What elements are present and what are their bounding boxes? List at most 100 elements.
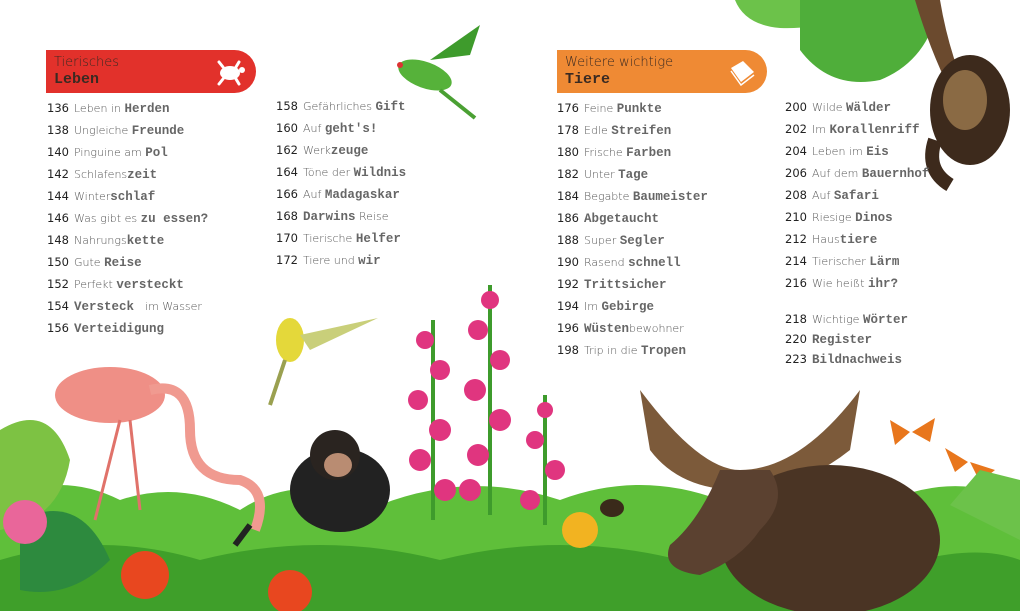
- page-number: 176: [557, 101, 579, 115]
- entry-title-text: Leben in: [74, 102, 125, 115]
- entry-title-text: Ungleiche: [74, 124, 132, 137]
- entry-title: Perfekt versteckt: [74, 277, 184, 292]
- entry-title-emphasis: Punkte: [616, 102, 662, 116]
- entry-title-emphasis: Gift: [375, 100, 406, 114]
- entry-title-emphasis: Tage: [618, 168, 649, 182]
- page-number: 152: [47, 277, 69, 291]
- entry-title: Begabte Baumeister: [584, 189, 708, 204]
- section-title-line1: Tierisches: [54, 55, 120, 70]
- entry-title-emphasis: Wälder: [846, 101, 892, 115]
- entry-title: Trittsicher: [584, 277, 667, 292]
- entry-title-emphasis: Helfer: [355, 232, 401, 246]
- leaf-illustration: [950, 470, 1020, 540]
- entry-title: Bildnachweis: [812, 352, 902, 367]
- entry-title: Pinguine am Pol: [74, 145, 168, 160]
- entry-title-emphasis: Bauernhof: [861, 167, 930, 181]
- entry-title-emphasis: Gebirge: [601, 300, 654, 314]
- entry-title: Leben in Herden: [74, 101, 169, 116]
- page-number: 184: [557, 189, 579, 203]
- entry-title-emphasis: Versteck: [74, 300, 142, 314]
- chimpanzee-illustration: [290, 430, 390, 532]
- entry-title: Winterschlaf: [74, 189, 155, 204]
- section-header-tierisches-leben: Tierisches Leben: [46, 50, 256, 93]
- entry-title-text: Auf: [303, 122, 325, 135]
- page-number: 214: [785, 254, 807, 268]
- page-number: 178: [557, 123, 579, 137]
- page-number: 156: [47, 321, 69, 335]
- entry-title-emphasis: Bildnachweis: [812, 353, 903, 367]
- budgie-illustration: [268, 318, 378, 406]
- entry-title-text: Schlafens: [74, 168, 128, 181]
- page-number: 194: [557, 299, 579, 313]
- entry-title-emphasis: Farben: [626, 146, 672, 160]
- page-number: 160: [276, 121, 298, 135]
- entry-title-emphasis: Register: [812, 333, 873, 347]
- section-header-weitere-tiere: Weitere wichtige Tiere: [557, 50, 767, 93]
- page-number: 200: [785, 100, 807, 114]
- entry-title-text: Tierischer: [812, 255, 870, 268]
- entry-title-text: Werk: [303, 144, 331, 157]
- entry-title: Edle Streifen: [584, 123, 671, 138]
- entry-title: Tierische Helfer: [303, 231, 401, 246]
- page-number: 140: [47, 145, 69, 159]
- flower-illustration: [562, 512, 598, 548]
- leaf-illustration: [800, 0, 940, 82]
- entry-title-text: Im: [812, 123, 830, 136]
- entry-title-text: Pinguine am: [74, 146, 146, 159]
- entry-title-text: Feine: [584, 102, 617, 115]
- entry-title-emphasis: zeit: [127, 168, 158, 182]
- page-number: 166: [276, 187, 298, 201]
- entry-title: Schlafenszeit: [74, 167, 157, 182]
- entry-title-emphasis: versteckt: [116, 278, 184, 292]
- page-number: 144: [47, 189, 69, 203]
- entry-title: Abgetaucht: [584, 211, 659, 226]
- page-number: 212: [785, 232, 807, 246]
- book-icon: [730, 61, 755, 86]
- page-number: 188: [557, 233, 579, 247]
- page-number: 180: [557, 145, 579, 159]
- entry-title-text: Leben im: [812, 145, 867, 158]
- entry-title-emphasis: tiere: [839, 233, 878, 247]
- entry-title-text: Super: [584, 234, 620, 247]
- entry-title: Ungleiche Freunde: [74, 123, 184, 138]
- entry-title-text: Riesige: [812, 211, 856, 224]
- entry-title: Unter Tage: [584, 167, 648, 182]
- page-number: 202: [785, 122, 807, 136]
- entry-title: Rasend schnell: [584, 255, 681, 270]
- flower-illustration: [121, 551, 169, 599]
- entry-title-emphasis: zu essen?: [140, 212, 209, 226]
- flamingo-illustration: [55, 367, 265, 547]
- page-number: 223: [785, 352, 807, 366]
- entry-title-text: Wichtige: [812, 313, 863, 326]
- entry-title: Wüstenbewohner: [584, 321, 684, 336]
- entry-title-text: Wie heißt: [812, 277, 868, 290]
- entry-title-emphasis: Pol: [145, 146, 168, 160]
- parakeet-illustration: [397, 25, 480, 120]
- page-number: 138: [47, 123, 69, 137]
- entry-title-text: Rasend: [584, 256, 629, 269]
- entry-title: Gefährliches Gift: [303, 99, 406, 114]
- section-title-line2: Leben: [54, 71, 100, 88]
- entry-title-text: bewohner: [629, 322, 684, 335]
- entry-title: Auf geht's!: [303, 121, 377, 136]
- entry-title-emphasis: Trittsicher: [584, 278, 667, 292]
- entry-title-emphasis: Abgetaucht: [584, 212, 660, 226]
- entry-title-emphasis: Darwins: [303, 210, 356, 224]
- entry-title: Verteidigung: [74, 321, 164, 336]
- entry-title-text: Edle: [584, 124, 612, 137]
- entry-title-emphasis: Wüsten: [584, 322, 630, 336]
- entry-title-text: Töne der: [303, 166, 354, 179]
- entry-title-emphasis: schnell: [628, 256, 681, 270]
- page-number: 172: [276, 253, 298, 267]
- entry-title-emphasis: schlaf: [110, 190, 156, 204]
- entry-title: Frische Farben: [584, 145, 671, 160]
- entry-title-emphasis: Wildnis: [353, 166, 407, 180]
- page-number: 154: [47, 299, 69, 313]
- page-number: 210: [785, 210, 807, 224]
- entry-title: Trip in die Tropen: [584, 343, 686, 358]
- entry-title-emphasis: Tropen: [641, 344, 687, 358]
- orchid-illustration: [408, 285, 565, 525]
- entry-title-emphasis: Korallenriff: [829, 123, 920, 137]
- entry-title-emphasis: Segler: [619, 234, 665, 248]
